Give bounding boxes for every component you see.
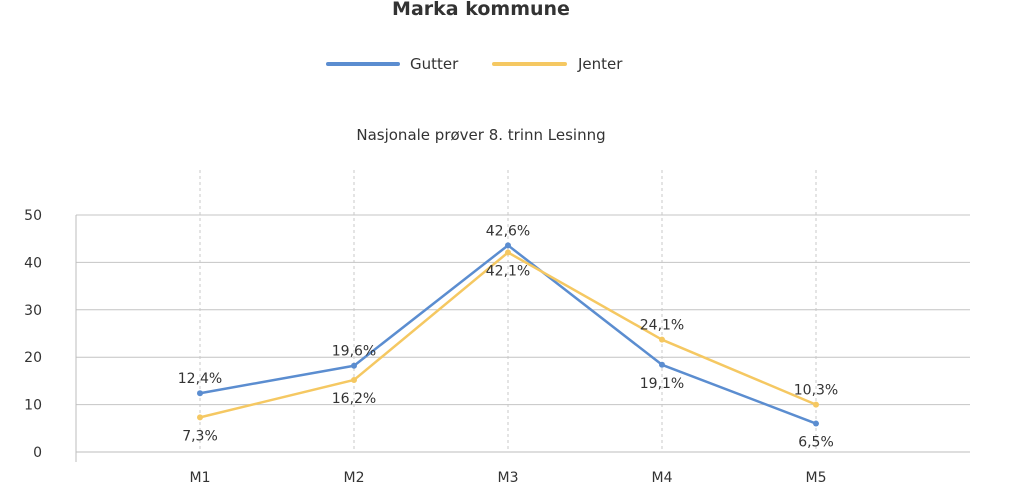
data-label-gutter: 19,1% bbox=[640, 376, 684, 392]
data-point-gutter bbox=[659, 361, 665, 368]
data-label-gutter: 6,5% bbox=[798, 435, 834, 451]
data-point-jenter bbox=[505, 249, 511, 256]
data-labels: 12,4% 7,3% 19,6% 16,2% 42,6% 42,1% 19,1% 24,1% 6… bbox=[178, 223, 838, 450]
data-point-jenter bbox=[351, 376, 357, 383]
y-tick-label: 0 bbox=[33, 445, 42, 461]
legend-label-gutter: Gutter bbox=[410, 55, 459, 73]
axes: 0 10 20 30 40 50 M1 M2 M3 M4 M5 bbox=[24, 208, 970, 486]
legend: Gutter Jenter bbox=[326, 55, 623, 73]
data-point-jenter bbox=[813, 401, 819, 408]
data-label-gutter: 19,6% bbox=[332, 344, 376, 360]
data-label-jenter: 24,1% bbox=[640, 318, 684, 334]
y-tick-label: 30 bbox=[24, 303, 42, 319]
data-point-gutter bbox=[813, 420, 819, 427]
data-label-jenter: 42,1% bbox=[486, 263, 530, 279]
x-tick-label: M2 bbox=[344, 470, 365, 486]
data-point-gutter bbox=[505, 242, 511, 249]
series-group bbox=[197, 242, 819, 427]
chart-subtitle: Nasjonale prøver 8. trinn Lesinng bbox=[356, 126, 605, 144]
y-tick-label: 40 bbox=[24, 255, 42, 271]
data-label-jenter: 7,3% bbox=[182, 428, 218, 444]
data-point-gutter bbox=[197, 390, 203, 397]
y-tick-label: 50 bbox=[24, 208, 42, 224]
data-label-gutter: 42,6% bbox=[486, 223, 530, 239]
grid bbox=[76, 170, 970, 452]
x-tick-label: M4 bbox=[652, 470, 673, 486]
chart-title: Marka kommune bbox=[392, 0, 570, 20]
data-point-gutter bbox=[351, 362, 357, 369]
data-point-jenter bbox=[197, 414, 203, 421]
x-tick-label: M1 bbox=[190, 470, 211, 486]
data-point-jenter bbox=[659, 336, 665, 343]
legend-label-jenter: Jenter bbox=[577, 55, 623, 73]
data-label-jenter: 10,3% bbox=[794, 383, 838, 399]
y-tick-label: 20 bbox=[24, 350, 42, 366]
y-tick-label: 10 bbox=[24, 398, 42, 414]
x-tick-label: M5 bbox=[806, 470, 827, 486]
data-label-gutter: 12,4% bbox=[178, 371, 222, 387]
x-tick-label: M3 bbox=[498, 470, 519, 486]
data-label-jenter: 16,2% bbox=[332, 391, 376, 407]
